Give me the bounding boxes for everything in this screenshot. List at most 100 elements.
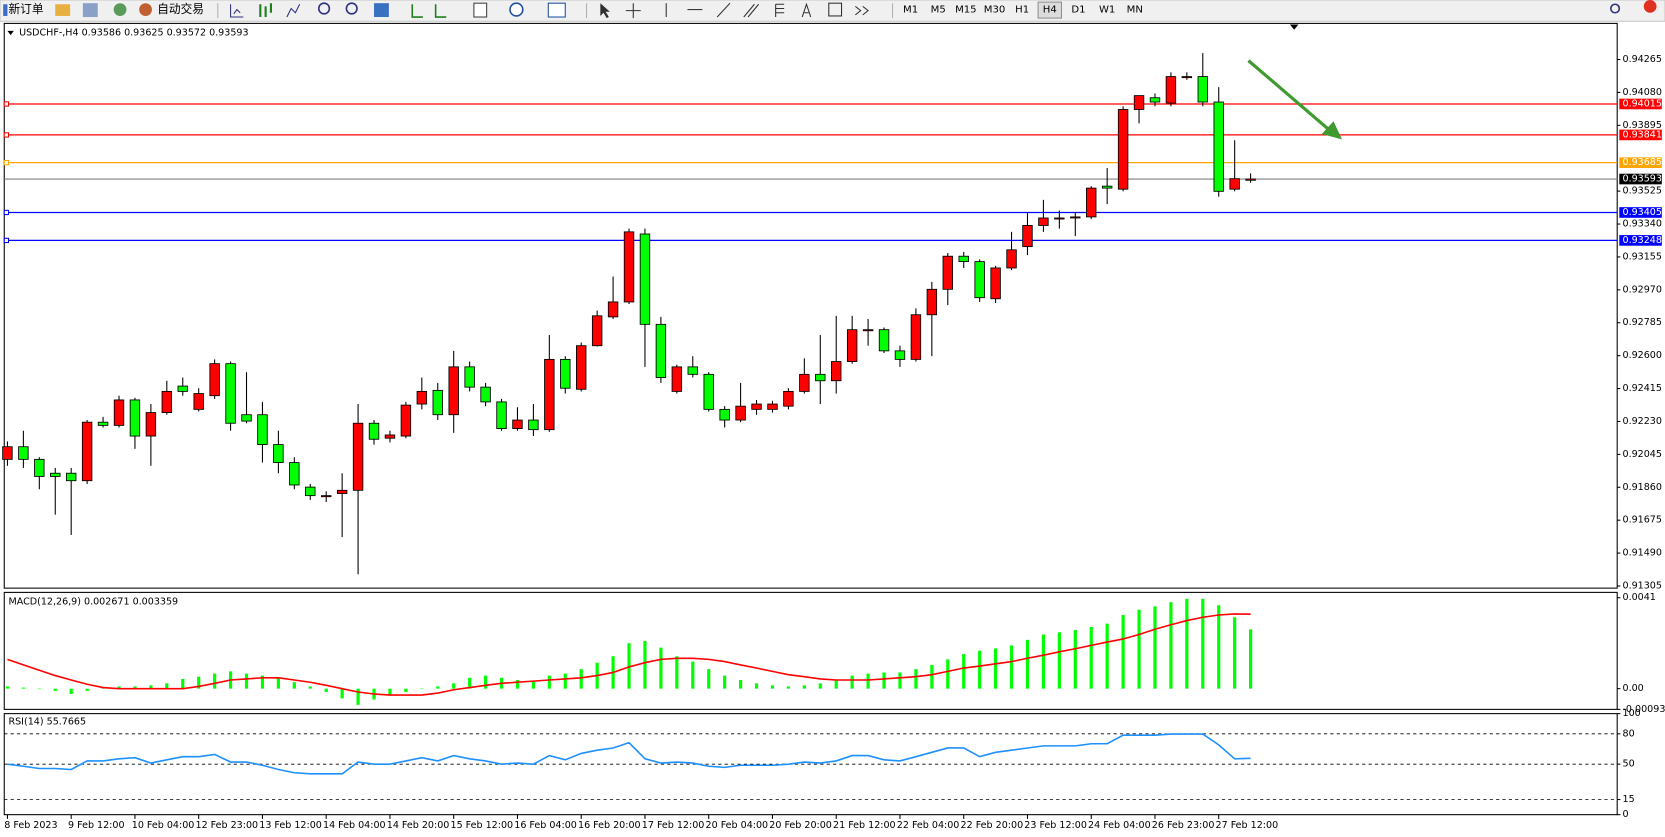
candle-body	[464, 366, 475, 388]
menu-marker	[7, 30, 14, 36]
timeframe-button[interactable]: MN	[1127, 5, 1143, 16]
macd-bar	[165, 683, 169, 689]
icon[interactable]	[286, 4, 301, 18]
icon[interactable]	[801, 2, 812, 18]
y-tick-label: 15	[1622, 794, 1634, 805]
candle-body	[846, 329, 858, 362]
candle-body	[241, 414, 252, 422]
toolbar: 新订单 自动交易 M1 M5 M15 M30 H1 H4 D1 W1 MN	[0, 0, 1665, 22]
y-tick-label: 0.94265	[1622, 54, 1661, 65]
macd-bar	[786, 686, 790, 689]
icon[interactable]	[547, 2, 566, 18]
icon[interactable]	[716, 2, 731, 18]
macd-bar	[324, 688, 328, 692]
candle-body	[799, 373, 810, 392]
icon[interactable]	[434, 4, 447, 18]
candle-body	[257, 414, 268, 446]
x-tick-label: 16 Feb 04:00	[514, 820, 577, 831]
icon[interactable]	[82, 3, 98, 18]
signal-line	[7, 613, 1251, 696]
macd-bar	[1009, 645, 1014, 689]
candle-body	[576, 345, 587, 390]
macd-bar	[436, 686, 440, 689]
y-tick-label: 0.93340	[1622, 219, 1661, 230]
x-tick-label: 20 Feb 04:00	[706, 820, 769, 831]
timeframe-button[interactable]: W1	[1099, 5, 1115, 16]
y-tick-label: 0.91860	[1622, 482, 1661, 493]
candle-body	[416, 390, 428, 405]
candle-body	[1213, 101, 1224, 192]
candle-body	[607, 301, 619, 318]
icon[interactable]	[345, 2, 358, 15]
icon[interactable]	[775, 3, 785, 18]
toolbar-button[interactable]: 新订单	[9, 2, 44, 16]
macd-bar	[356, 688, 360, 705]
icon[interactable]	[473, 2, 488, 18]
x-tick-label: 10 Feb 04:00	[132, 820, 195, 831]
x-tick-label: 27 Feb 12:00	[1216, 820, 1279, 831]
y-tick-label: 0.93155	[1622, 251, 1661, 262]
timeframe-button[interactable]: M5	[931, 5, 946, 16]
y-tick-label: 0.00	[1622, 683, 1643, 694]
search-icon[interactable]	[1610, 3, 1621, 14]
macd-bar	[675, 656, 679, 689]
x-tick-label: 22 Feb 20:00	[961, 820, 1024, 831]
y-tick-label: 0.94080	[1622, 87, 1661, 98]
macd-bar	[213, 673, 217, 689]
icon[interactable]	[828, 2, 843, 17]
icon[interactable]	[55, 4, 71, 16]
x-tick-label: 13 Feb 12:00	[259, 820, 322, 831]
x-tick-label: 9 Feb 12:00	[68, 820, 125, 831]
icon[interactable]	[259, 3, 273, 18]
candle-body	[655, 323, 667, 378]
timeframe-active[interactable]	[1037, 1, 1063, 19]
timeframe-button[interactable]: M15	[955, 5, 977, 16]
candle-body	[81, 421, 93, 482]
timeframe-button[interactable]: H1	[1015, 5, 1029, 16]
level-handle	[3, 132, 10, 138]
icon[interactable]	[855, 5, 869, 16]
icon[interactable]	[411, 4, 423, 18]
candle-body	[113, 399, 125, 426]
macd-bar	[1121, 615, 1125, 689]
notification-badge[interactable]	[1643, 0, 1657, 13]
timeframe-button[interactable]: H4	[1043, 5, 1057, 16]
icon[interactable]	[625, 3, 641, 19]
level-tag	[1619, 157, 1662, 168]
macd-bar	[292, 682, 296, 689]
timeframe-button[interactable]: M30	[984, 5, 1006, 16]
y-tick-label: 0.92230	[1622, 416, 1661, 427]
candle-body	[910, 314, 922, 360]
candle-body	[926, 288, 938, 316]
macd-bar	[85, 688, 89, 691]
icon[interactable]	[139, 3, 152, 16]
candle-body	[862, 329, 874, 332]
icon[interactable]	[743, 3, 760, 18]
timeframe-button[interactable]: M1	[903, 5, 918, 16]
icon[interactable]	[374, 3, 389, 18]
y-tick-label: 0.93895	[1622, 120, 1661, 131]
timeframe-button[interactable]: D1	[1071, 5, 1085, 16]
candle-body	[671, 366, 683, 392]
candle-body	[336, 489, 348, 494]
candle-body	[1117, 109, 1129, 190]
candle-body	[703, 373, 714, 410]
candle-body	[958, 255, 969, 262]
toolbar-button[interactable]: 自动交易	[157, 2, 204, 16]
icon[interactable]	[317, 2, 331, 15]
macd-bar	[531, 681, 535, 689]
candle-body	[320, 495, 332, 498]
y-tick-label: 80	[1622, 728, 1634, 739]
timeframe-bar: M1 M5 M15 M30 H1 H4 D1 W1 MN	[903, 1, 1143, 19]
plot: 0.94265 0.94080 0.93895 0.93525 0.93340 0.931…	[2, 53, 1665, 831]
macd-bar	[802, 685, 806, 689]
macd-bar	[1233, 617, 1237, 689]
icon[interactable]	[113, 3, 127, 16]
macd-bar	[1169, 602, 1173, 689]
x-tick-label: 15 Feb 12:00	[451, 820, 514, 831]
icon[interactable]	[230, 4, 244, 18]
icon[interactable]	[509, 2, 524, 17]
macd-bar	[866, 673, 870, 689]
icon[interactable]	[600, 3, 610, 19]
y-tick-label: 0.93525	[1622, 186, 1661, 197]
